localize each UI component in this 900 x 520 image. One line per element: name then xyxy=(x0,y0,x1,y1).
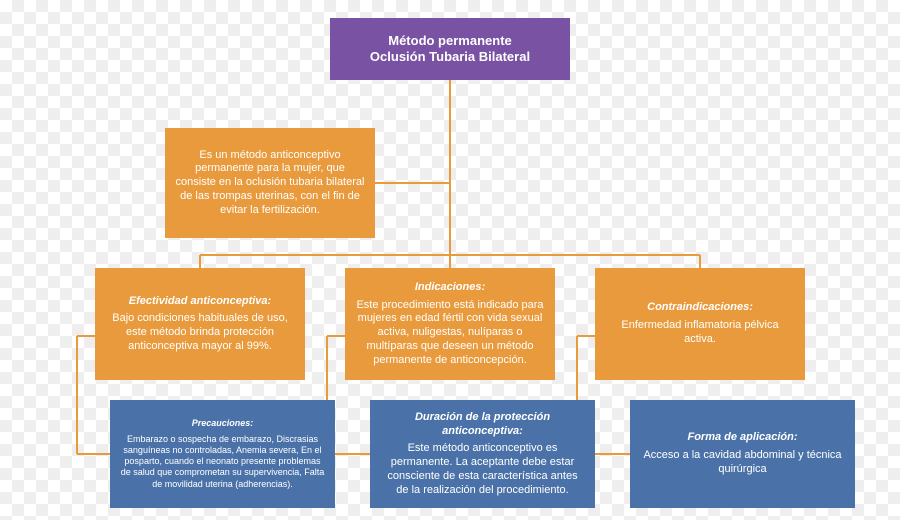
root-line1: Método permanente xyxy=(388,33,512,49)
branch-text-indicaciones: Este procedimiento está indicado para mu… xyxy=(355,299,545,368)
sub-precauciones: Precauciones: Embarazo o sospecha de emba… xyxy=(110,400,335,508)
branch-title-indicaciones: Indicaciones: xyxy=(415,281,485,295)
sub-forma: Forma de aplicación: Acceso a la cavidad … xyxy=(630,400,855,508)
branch-title-contraindicaciones: Contraindicaciones: xyxy=(647,301,753,315)
branch-indicaciones: Indicaciones: Este procedimiento está ind… xyxy=(345,268,555,380)
sub-text-forma: Acceso a la cavidad abdominal y técnica … xyxy=(640,449,845,477)
sub-text-precauciones: Embarazo o sospecha de embarazo, Discras… xyxy=(120,434,325,490)
branch-efectividad: Efectividad anticonceptiva: Bajo condicio… xyxy=(95,268,305,380)
root-node: Método permanente Oclusión Tubaria Bilat… xyxy=(330,18,570,80)
sub-title-precauciones: Precauciones: xyxy=(192,418,254,429)
sub-title-duracion: Duración de la protección anticonceptiva… xyxy=(380,411,585,439)
branch-contraindicaciones: Contraindicaciones: Enfermedad inflamator… xyxy=(595,268,805,380)
sub-duracion: Duración de la protección anticonceptiva… xyxy=(370,400,595,508)
branch-text-efectividad: Bajo condiciones habituales de uso, este… xyxy=(105,312,295,353)
branch-title-efectividad: Efectividad anticonceptiva: xyxy=(129,295,271,309)
description-node: Es un método anticonceptivo permanente p… xyxy=(165,128,375,238)
branch-text-contraindicaciones: Enfermedad inflamatoria pélvica activa. xyxy=(605,319,795,347)
sub-text-duracion: Este método anticonceptivo es permanente… xyxy=(380,442,585,497)
root-line2: Oclusión Tubaria Bilateral xyxy=(370,49,530,65)
description-text: Es un método anticonceptivo permanente p… xyxy=(175,149,365,218)
sub-title-forma: Forma de aplicación: xyxy=(687,431,797,445)
